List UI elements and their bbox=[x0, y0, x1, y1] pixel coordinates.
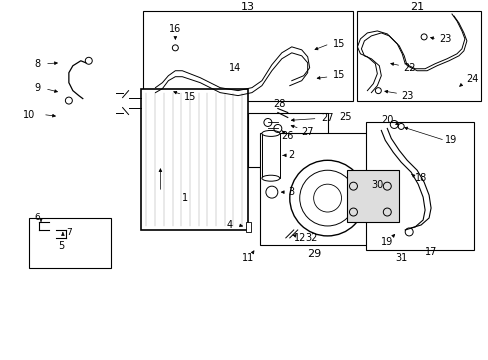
Text: 27: 27 bbox=[301, 127, 313, 138]
Text: 19: 19 bbox=[444, 135, 456, 145]
Bar bbox=[247, 113, 327, 167]
Text: 4: 4 bbox=[226, 220, 233, 230]
Text: 30: 30 bbox=[370, 180, 383, 190]
Bar bbox=[366, 122, 473, 250]
Text: 12: 12 bbox=[293, 233, 305, 243]
Ellipse shape bbox=[262, 175, 279, 181]
Text: 23: 23 bbox=[438, 34, 450, 44]
Text: 6: 6 bbox=[34, 212, 40, 221]
Text: 24: 24 bbox=[466, 74, 478, 84]
Bar bbox=[140, 89, 247, 230]
Bar bbox=[260, 134, 428, 245]
Text: 27: 27 bbox=[321, 113, 333, 123]
Text: 18: 18 bbox=[414, 173, 427, 183]
Text: 11: 11 bbox=[242, 253, 254, 263]
Text: 3: 3 bbox=[288, 187, 294, 197]
Text: 32: 32 bbox=[305, 233, 317, 243]
Bar bbox=[347, 170, 398, 222]
Text: 23: 23 bbox=[400, 91, 412, 100]
Text: 25: 25 bbox=[339, 112, 351, 122]
Text: 15: 15 bbox=[333, 70, 345, 80]
Text: 7: 7 bbox=[66, 229, 72, 238]
Text: 17: 17 bbox=[424, 247, 436, 257]
Text: 10: 10 bbox=[23, 109, 35, 120]
Ellipse shape bbox=[262, 130, 279, 136]
Bar bbox=[29, 218, 110, 268]
Text: 1: 1 bbox=[182, 193, 188, 203]
Text: 20: 20 bbox=[380, 116, 393, 126]
Text: 15: 15 bbox=[333, 39, 345, 49]
Bar bbox=[142, 11, 353, 100]
Text: 31: 31 bbox=[394, 253, 407, 263]
Text: 2: 2 bbox=[288, 150, 294, 160]
Text: 21: 21 bbox=[409, 2, 424, 12]
Bar bbox=[262, 134, 279, 178]
Text: 28: 28 bbox=[273, 99, 285, 109]
Text: 22: 22 bbox=[402, 63, 415, 73]
Text: 8: 8 bbox=[34, 59, 40, 69]
Text: 13: 13 bbox=[241, 2, 254, 12]
Text: 16: 16 bbox=[169, 24, 181, 34]
Text: 14: 14 bbox=[228, 63, 241, 73]
Text: 19: 19 bbox=[380, 237, 393, 247]
Text: 9: 9 bbox=[34, 83, 40, 93]
Text: 29: 29 bbox=[307, 249, 321, 259]
Text: 5: 5 bbox=[58, 241, 64, 251]
Bar bbox=[357, 11, 480, 100]
Text: 15: 15 bbox=[183, 91, 196, 102]
Text: 26: 26 bbox=[281, 131, 293, 141]
Bar bbox=[245, 222, 250, 232]
